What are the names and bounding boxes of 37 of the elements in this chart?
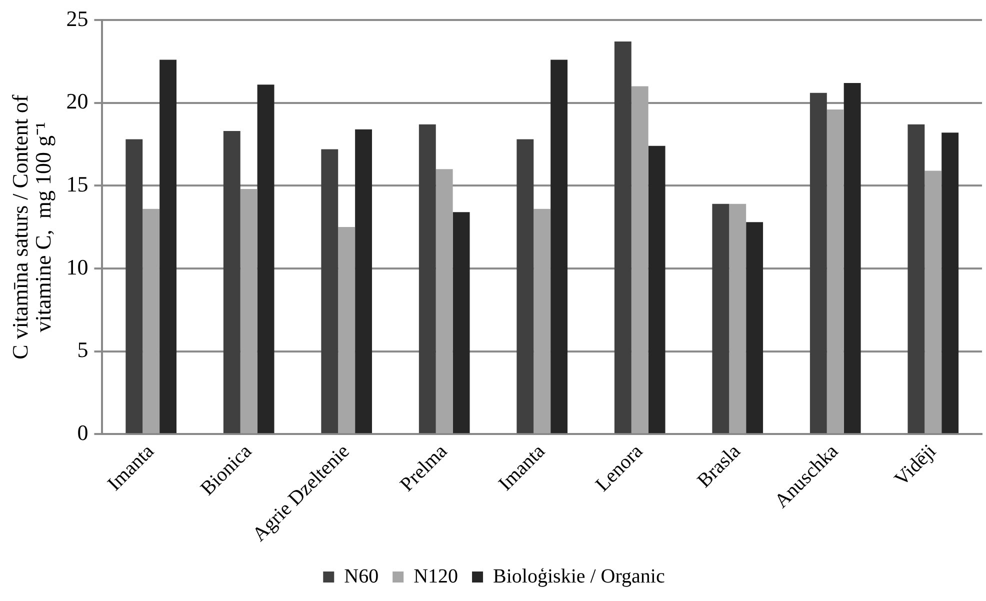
bar <box>924 170 942 434</box>
bar <box>534 208 551 434</box>
bar <box>240 188 258 434</box>
y-tick-label: 10 <box>66 254 88 280</box>
bar <box>452 212 470 434</box>
legend-label: N120 <box>414 565 458 588</box>
bar <box>142 208 160 434</box>
bar <box>648 146 666 434</box>
bar <box>746 222 764 434</box>
y-tick-label: 25 <box>66 6 88 31</box>
bar <box>908 124 925 434</box>
bar <box>550 60 568 434</box>
bar <box>223 130 240 434</box>
bar <box>160 60 176 434</box>
bar <box>516 139 534 434</box>
bar <box>321 149 338 434</box>
bar <box>631 86 648 434</box>
y-axis-title: C vitamīna saturs / Content of vitamine C, mg 100 g⁻¹ <box>7 94 56 360</box>
bar <box>436 169 453 434</box>
bar <box>257 84 274 434</box>
bar <box>826 109 844 434</box>
bar <box>810 92 827 434</box>
bar <box>355 129 372 434</box>
y-tick-label: 15 <box>66 171 88 196</box>
bar <box>126 139 143 434</box>
bar <box>614 42 632 434</box>
bar <box>338 227 356 434</box>
bar <box>712 204 730 434</box>
legend-label: N60 <box>344 565 379 588</box>
y-tick-label: 0 <box>77 420 88 445</box>
bar <box>418 124 436 434</box>
legend-label: Bioloģiskie / Organic <box>493 565 665 588</box>
bar <box>729 204 746 434</box>
y-tick-label: 5 <box>77 337 88 362</box>
bar <box>844 82 861 434</box>
bar <box>942 132 959 434</box>
y-tick-label: 20 <box>66 88 88 114</box>
